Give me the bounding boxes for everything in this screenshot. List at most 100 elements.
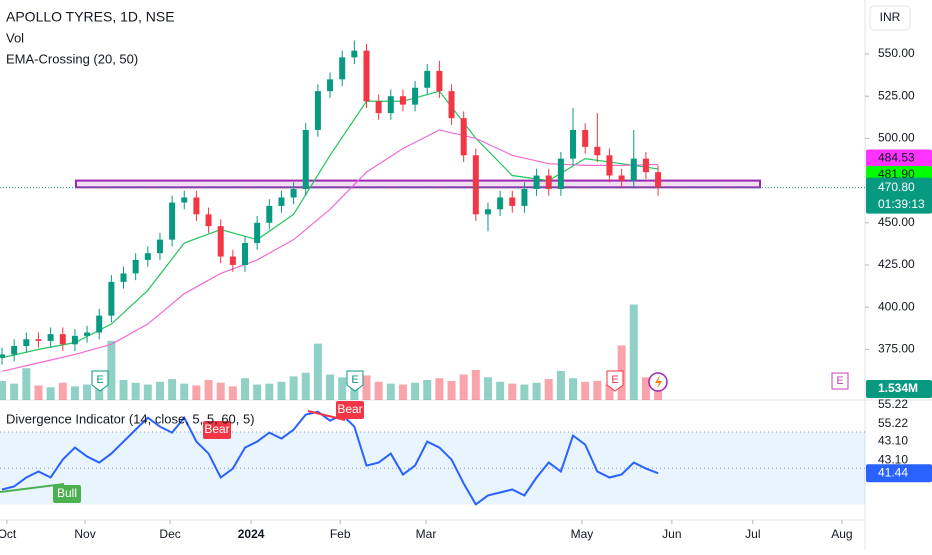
volume-bar: [386, 383, 395, 400]
volume-bar: [532, 382, 541, 400]
candle-body: [594, 146, 601, 156]
volume-bar: [34, 385, 43, 400]
level-label: 43.10: [878, 452, 908, 466]
icon-glyph: E: [836, 375, 843, 387]
last-price-label: 470.80: [878, 180, 915, 194]
candle-body: [266, 205, 273, 223]
icon-glyph: E: [611, 374, 618, 386]
candle-body: [351, 50, 358, 58]
volume-bar: [483, 377, 492, 400]
candle-body: [545, 175, 552, 190]
candle-body: [278, 197, 285, 206]
x-tick-label: 2024: [238, 527, 265, 541]
candle-body: [217, 226, 224, 257]
volume-bar: [605, 383, 614, 400]
candle-body: [472, 155, 479, 215]
volume-bar: [0, 380, 7, 400]
ema-badge-label: 481.90: [878, 167, 915, 181]
x-tick-label: Jun: [662, 527, 681, 541]
volume-bar: [253, 384, 262, 400]
candle-body: [59, 334, 66, 345]
ema-line: [1, 129, 659, 372]
candle-body: [181, 197, 188, 203]
icon-glyph: E: [96, 374, 103, 386]
volume-bar: [641, 377, 650, 400]
volume-bar: [593, 380, 602, 400]
candle-body: [339, 57, 346, 80]
volume-bar: [338, 377, 347, 400]
candle-body: [71, 335, 78, 345]
volume-bar: [496, 381, 505, 400]
candle-body: [521, 189, 528, 206]
candle-body: [412, 87, 419, 105]
candle-body: [642, 158, 649, 173]
candle-body: [254, 222, 261, 244]
candle-body: [509, 197, 516, 206]
indicator-badge: [866, 464, 932, 483]
candle-body: [448, 91, 455, 119]
candle-body: [84, 332, 91, 336]
volume-bar: [143, 384, 152, 400]
volume-bar: [70, 386, 79, 400]
earnings-icon: [606, 370, 624, 392]
countdown: 01:39:13: [878, 197, 925, 211]
indicator-badge-label: 41.44: [878, 465, 908, 479]
x-tick-label: Nov: [74, 527, 95, 541]
volume-bar: [569, 378, 578, 400]
x-tick-label: May: [571, 527, 594, 541]
candle-body: [387, 96, 394, 114]
volume-bar: [313, 343, 322, 400]
signal-label: Bull: [57, 486, 77, 500]
candle-body: [242, 243, 249, 265]
x-tick-label: Aug: [831, 527, 852, 541]
currency-button[interactable]: [869, 5, 911, 31]
volume-bar: [398, 384, 407, 400]
y-tick-label: 425.00: [878, 257, 915, 271]
volume-bar: [131, 382, 140, 400]
volume-bar: [471, 370, 480, 400]
candle-body: [23, 339, 30, 346]
candle-body: [290, 189, 297, 198]
candle-body: [424, 70, 431, 88]
candle-body: [144, 253, 151, 260]
volume-bar: [83, 384, 92, 400]
volume-bar: [459, 374, 468, 400]
candle-body: [375, 101, 382, 114]
volume-bar: [119, 380, 128, 400]
candle-body: [302, 129, 309, 190]
candle-body: [497, 197, 504, 210]
volume-bar: [155, 381, 164, 400]
candle-body: [570, 129, 577, 159]
candle-body: [0, 354, 6, 358]
ema-badge-label: 484.53: [878, 151, 915, 165]
candle-body: [120, 273, 127, 282]
signal-label: Bear: [204, 422, 229, 436]
signal-tag: [53, 485, 81, 503]
y-tick-label: 450.00: [878, 215, 915, 229]
x-tick-label: Jul: [745, 527, 760, 541]
candle-body: [436, 70, 443, 92]
candle-body: [47, 334, 54, 341]
candle-body: [35, 339, 42, 341]
candle-body: [582, 129, 589, 147]
lightning: [655, 375, 662, 389]
ema-badge: [866, 149, 932, 168]
earnings-icon: [91, 370, 109, 392]
level-label: 55.22: [878, 397, 908, 411]
earnings-icons: E E E E: [91, 370, 849, 392]
volume-bar: [22, 368, 31, 400]
volume-bar: [435, 378, 444, 400]
indicator-pane: Oct Nov Dec 2024 Feb Mar May Jun Jul Aug 55.22 55.2…: [0, 397, 932, 541]
volume-badge-label: 1.534M: [878, 381, 918, 395]
candle-body: [630, 158, 637, 181]
y-tick-label: 550.00: [878, 46, 915, 60]
indicator-label: Vol: [6, 30, 24, 45]
currency[interactable]: INR: [880, 10, 901, 24]
volume-bar: [423, 380, 432, 400]
indicator-line: [1, 410, 659, 506]
volume-bar: [654, 386, 663, 400]
volume-bar: [168, 379, 177, 400]
volume-bar: [10, 383, 19, 400]
